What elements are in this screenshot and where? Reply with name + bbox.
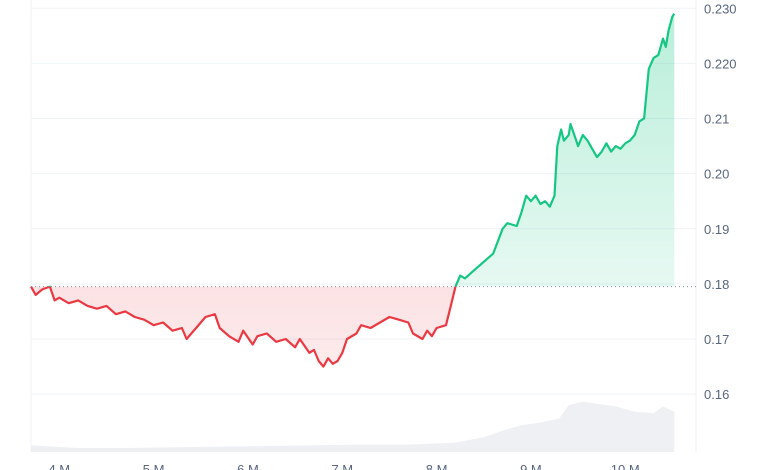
y-tick-label-7: 0.16 [704, 387, 729, 402]
area-below-baseline [31, 286, 456, 367]
x-tick-label-0: 4 M [48, 462, 70, 470]
price-line [30, 13, 676, 368]
line-above-baseline [30, 13, 676, 287]
x-tick-label-5: 9 M [520, 462, 542, 470]
volume-area [31, 401, 675, 452]
y-tick-label-2: 0.21 [704, 112, 729, 127]
y-axis-labels: 0.230 0.220 0.21 0.20 0.19 0.18 0.17 0.16 [704, 1, 737, 402]
x-tick-label-4: 8 M [426, 462, 448, 470]
y-tick-label-6: 0.17 [704, 332, 729, 347]
y-tick-label-0: 0.230 [704, 1, 737, 16]
x-tick-label-2: 6 M [237, 462, 259, 470]
x-tick-label-6: 10 M [611, 462, 640, 470]
y-tick-label-4: 0.19 [704, 222, 729, 237]
grid-lines [30, 0, 697, 452]
price-area [31, 13, 675, 367]
y-tick-label-3: 0.20 [704, 167, 729, 182]
volume-shape [31, 401, 675, 452]
line-below-baseline [30, 286, 457, 368]
y-tick-label-1: 0.220 [704, 56, 737, 71]
x-axis-labels: 4 M 5 M 6 M 7 M 8 M 9 M 10 M [48, 462, 639, 470]
y-tick-label-5: 0.18 [704, 277, 729, 292]
area-above-baseline [31, 13, 675, 287]
x-tick-label-3: 7 M [331, 462, 353, 470]
x-tick-label-1: 5 M [143, 462, 165, 470]
